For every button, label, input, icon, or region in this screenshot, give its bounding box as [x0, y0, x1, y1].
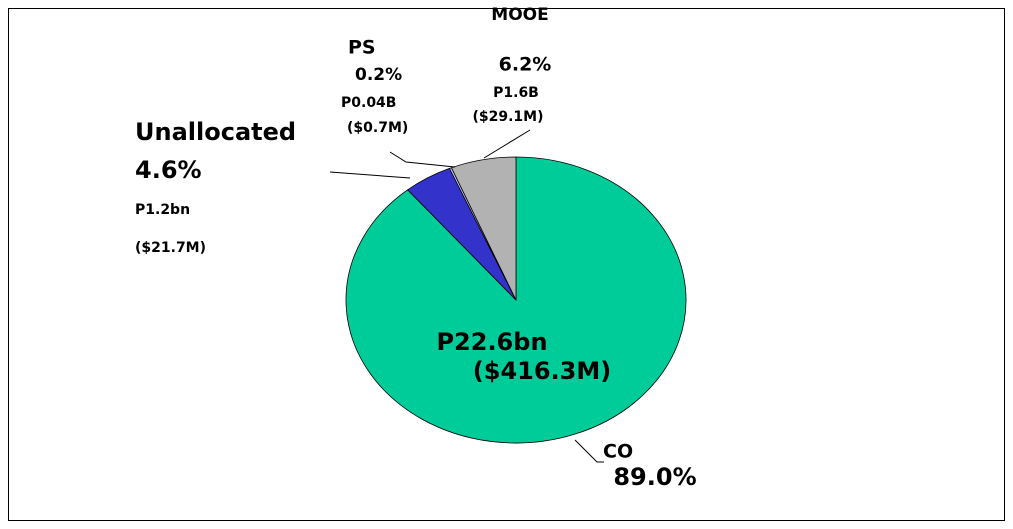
amount-label: P1.2bn	[135, 202, 190, 218]
percent-label: 4.6%	[135, 156, 202, 184]
usd-label: ($29.1M)	[472, 109, 543, 125]
leader-line	[329, 171, 411, 179]
usd-label: ($21.7M)	[135, 240, 206, 256]
pie-slice	[450, 156, 517, 301]
pie-slice	[345, 156, 687, 444]
usd-label: ($416.3M)	[473, 357, 611, 385]
slice-label: PS	[348, 37, 376, 59]
amount-label: P22.6bn	[436, 328, 547, 356]
slice-label: MOOE	[491, 5, 548, 25]
amount-label: P1.6B	[493, 85, 539, 101]
percent-label: 6.2%	[499, 54, 552, 76]
usd-label: ($0.7M)	[347, 120, 408, 136]
leader-line	[483, 129, 531, 159]
percent-label: 89.0%	[613, 463, 696, 491]
slice-label: Unallocated	[135, 118, 296, 146]
leader-line	[574, 439, 604, 463]
slice-label: CO	[603, 441, 633, 463]
leader-line	[389, 151, 456, 168]
amount-label: P0.04B	[341, 95, 396, 111]
percent-label: 0.2%	[355, 65, 402, 85]
